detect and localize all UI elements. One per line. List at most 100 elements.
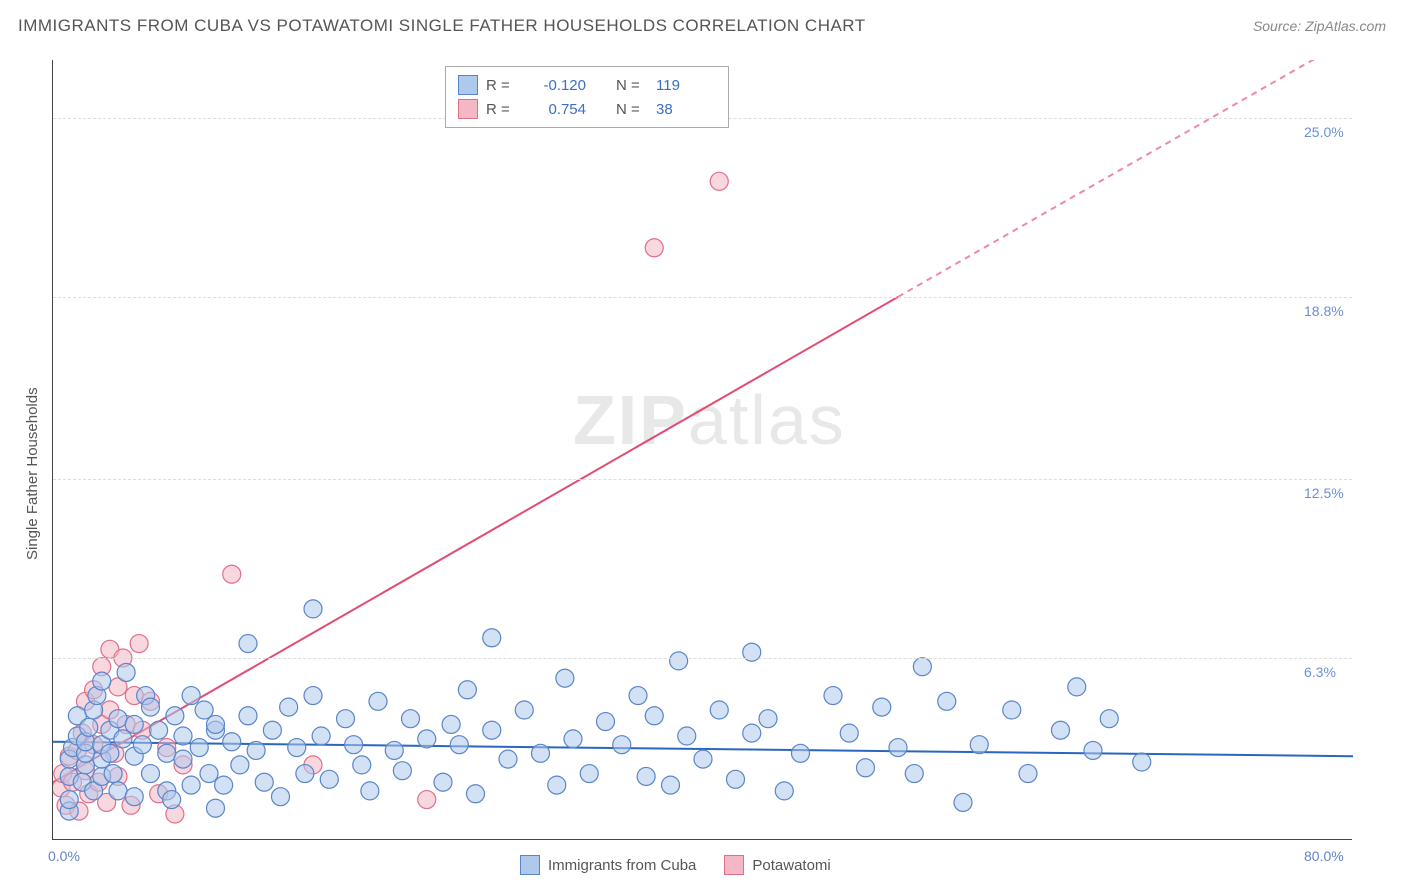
scatter-point <box>109 782 127 800</box>
scatter-point <box>840 724 858 742</box>
scatter-point <box>361 782 379 800</box>
grid-line <box>53 479 1352 480</box>
scatter-point <box>53 779 70 797</box>
scatter-point <box>548 776 566 794</box>
scatter-point <box>77 762 95 780</box>
scatter-point <box>60 767 78 785</box>
legend-swatch <box>458 75 478 95</box>
scatter-point <box>499 750 517 768</box>
scatter-point <box>532 744 550 762</box>
trend-line-extension <box>898 60 1353 297</box>
scatter-point <box>792 744 810 762</box>
scatter-point <box>117 715 135 733</box>
scatter-point <box>77 744 95 762</box>
scatter-point <box>613 736 631 754</box>
plot-area: ZIPatlas <box>52 60 1352 840</box>
scatter-point <box>905 765 923 783</box>
series-legend-item: Immigrants from Cuba <box>520 855 696 875</box>
scatter-point <box>142 692 160 710</box>
legend-swatch <box>520 855 540 875</box>
scatter-point <box>304 600 322 618</box>
r-label: R = <box>486 77 518 94</box>
scatter-point <box>418 791 436 809</box>
n-value: 38 <box>656 101 716 118</box>
scatter-point <box>637 767 655 785</box>
scatter-point <box>385 741 403 759</box>
scatter-point <box>70 802 88 820</box>
x-tick-label: 80.0% <box>1304 848 1344 864</box>
scatter-point <box>150 721 168 739</box>
scatter-point <box>125 747 143 765</box>
legend-swatch <box>458 99 478 119</box>
scatter-point <box>64 739 82 757</box>
scatter-point <box>60 802 78 820</box>
n-label: N = <box>616 101 648 118</box>
y-tick-label: 18.8% <box>1304 303 1344 319</box>
scatter-point <box>142 698 160 716</box>
scatter-point <box>125 788 143 806</box>
scatter-point <box>1084 741 1102 759</box>
correlation-legend-row: R =-0.120N =119 <box>458 73 716 97</box>
series-legend-label: Potawatomi <box>752 857 830 874</box>
scatter-point <box>824 687 842 705</box>
scatter-point <box>88 687 106 705</box>
scatter-point <box>174 756 192 774</box>
scatter-point <box>158 744 176 762</box>
scatter-point <box>263 721 281 739</box>
scatter-point <box>580 765 598 783</box>
scatter-point <box>166 805 184 823</box>
scatter-point <box>64 773 82 791</box>
scatter-point <box>369 692 387 710</box>
scatter-point <box>678 727 696 745</box>
scatter-point <box>158 739 176 757</box>
scatter-point <box>597 713 615 731</box>
scatter-point <box>207 799 225 817</box>
scatter-point <box>1052 721 1070 739</box>
scatter-point <box>710 701 728 719</box>
scatter-point <box>98 793 116 811</box>
source-prefix: Source: <box>1253 18 1305 34</box>
scatter-point <box>166 707 184 725</box>
scatter-point <box>970 736 988 754</box>
scatter-point <box>125 715 143 733</box>
scatter-point <box>353 756 371 774</box>
scatter-point <box>759 710 777 728</box>
y-tick-label: 12.5% <box>1304 485 1344 501</box>
scatter-point <box>133 736 151 754</box>
correlation-legend: R =-0.120N =119R =0.754N =38 <box>445 66 729 128</box>
scatter-point <box>73 724 91 742</box>
scatter-point <box>207 721 225 739</box>
series-legend-label: Immigrants from Cuba <box>548 857 696 874</box>
scatter-point <box>182 776 200 794</box>
scatter-point <box>458 681 476 699</box>
n-label: N = <box>616 77 648 94</box>
scatter-point <box>101 640 119 658</box>
scatter-point <box>93 736 111 754</box>
scatter-point <box>1003 701 1021 719</box>
scatter-point <box>80 718 98 736</box>
scatter-point <box>77 733 95 751</box>
scatter-point <box>109 710 127 728</box>
scatter-point <box>130 635 148 653</box>
scatter-point <box>450 736 468 754</box>
scatter-point <box>231 756 249 774</box>
scatter-point <box>288 739 306 757</box>
correlation-legend-row: R =0.754N =38 <box>458 97 716 121</box>
scatter-point <box>645 707 663 725</box>
scatter-point <box>280 698 298 716</box>
r-value: -0.120 <box>526 77 586 94</box>
scatter-point <box>68 727 86 745</box>
scatter-point <box>122 796 140 814</box>
scatter-point <box>304 756 322 774</box>
scatter-point <box>60 750 78 768</box>
scatter-point <box>434 773 452 791</box>
scatter-point <box>93 658 111 676</box>
scatter-point <box>889 739 907 757</box>
scatter-point <box>195 701 213 719</box>
watermark-bold: ZIP <box>573 381 688 459</box>
scatter-point <box>117 663 135 681</box>
scatter-point <box>629 687 647 705</box>
scatter-overlay <box>53 60 1353 840</box>
scatter-point <box>101 744 119 762</box>
scatter-point <box>775 782 793 800</box>
